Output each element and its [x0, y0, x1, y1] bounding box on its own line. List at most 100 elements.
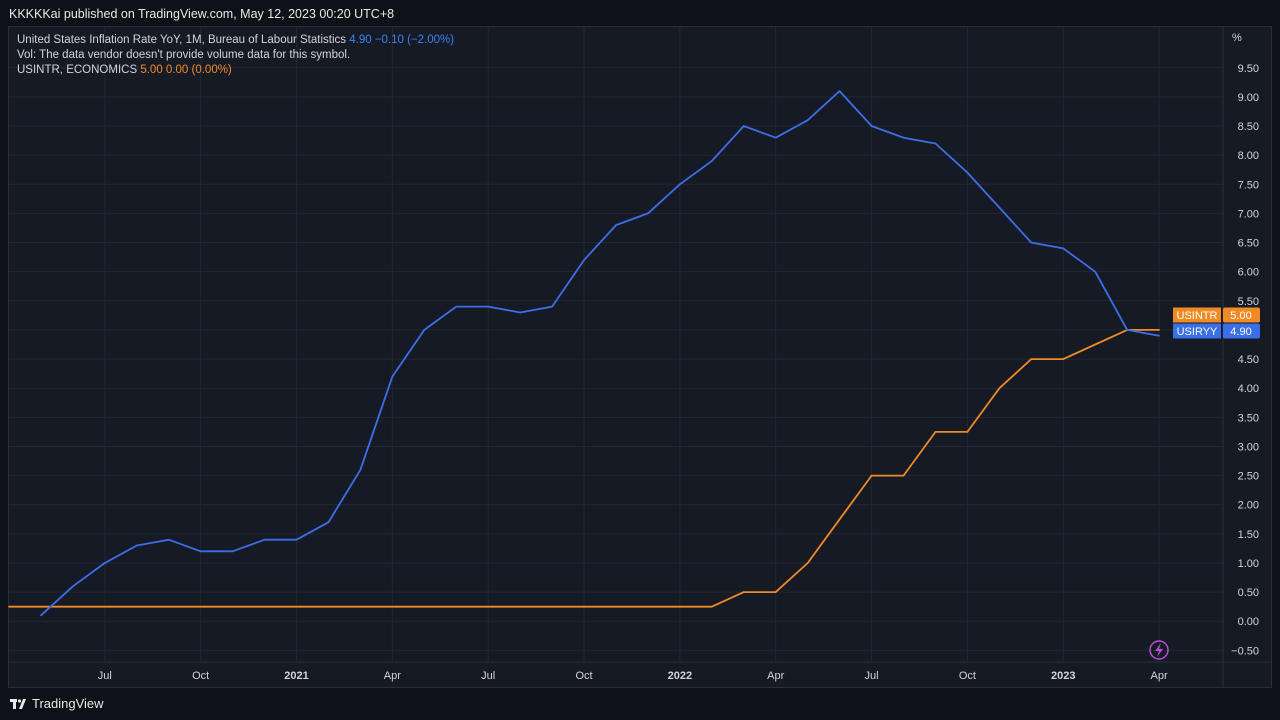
y-tick-label: 4.50: [1238, 354, 1259, 366]
data-point: [742, 591, 745, 593]
data-point: [1158, 334, 1160, 337]
data-point: [806, 562, 809, 564]
legend-inflation-name: United States Inflation Rate YoY, 1M, Bu…: [17, 34, 347, 46]
x-tick-label: Apr: [1151, 670, 1168, 682]
series-line-usiryy: [40, 90, 1160, 617]
data-point: [870, 474, 873, 477]
data-point: [519, 311, 521, 314]
published-info: KKKKKai published on TradingView.com, Ma…: [9, 7, 395, 21]
data-point: [423, 329, 426, 331]
data-point: [1030, 358, 1033, 360]
legend-interest-value: 5.00: [140, 64, 163, 76]
price-badges: USINTR 5.00 USIRYY 4.90: [1173, 307, 1260, 339]
y-tick-label: 3.00: [1238, 441, 1259, 453]
data-point: [455, 305, 458, 308]
y-tick-label: 0.50: [1238, 587, 1259, 599]
data-point: [711, 605, 713, 608]
x-tick-label: Oct: [192, 670, 209, 682]
data-point: [838, 518, 841, 521]
legend-volume-note: Vol: The data vendor doesn't provide vol…: [17, 49, 351, 61]
badge-value-bg: [1223, 323, 1260, 339]
data-point: [359, 468, 362, 471]
y-tick-label: 1.00: [1238, 558, 1259, 570]
badge-series-value: 4.90: [1230, 326, 1251, 338]
data-point: [167, 538, 170, 541]
brand-name: TradingView: [32, 696, 104, 711]
data-point: [711, 160, 713, 162]
y-tick-label: 2.50: [1238, 471, 1259, 483]
data-point: [966, 171, 969, 174]
y-tick-label: 4.00: [1238, 383, 1259, 395]
y-tick-label: 7.00: [1238, 208, 1259, 220]
legend-interest-name: USINTR, ECONOMICS: [17, 64, 138, 76]
badge-name-bg: [1173, 307, 1221, 323]
data-point: [774, 591, 777, 593]
data-point: [742, 125, 745, 127]
footer-bar: TradingView: [0, 688, 1280, 720]
series-line-usintr: [9, 329, 1160, 608]
y-tick-label: 3.50: [1238, 412, 1259, 424]
x-tick-label: Jul: [865, 670, 879, 682]
data-point: [1094, 270, 1097, 273]
x-tick-label: Oct: [959, 670, 976, 682]
data-point: [231, 550, 234, 553]
y-tick-label: 2.00: [1238, 500, 1259, 512]
legend-row-interest[interactable]: USINTR, ECONOMICS 5.00 0.00 (0.00%): [17, 63, 454, 78]
badge-series-name: USIRYY: [1177, 326, 1218, 338]
y-tick-label: 1.50: [1238, 529, 1259, 541]
x-tick-label: Oct: [575, 670, 592, 682]
x-tick-label: 2022: [668, 670, 692, 682]
data-point: [1094, 343, 1097, 346]
tradingview-logo-icon: [10, 698, 26, 709]
data-point: [1062, 358, 1065, 360]
data-point: [998, 206, 1001, 209]
data-point: [391, 375, 394, 378]
y-tick-label: 6.50: [1238, 238, 1259, 250]
x-tick-label: Apr: [767, 670, 784, 682]
y-tick-label: 0.00: [1238, 616, 1259, 628]
data-point: [135, 544, 138, 547]
data-point: [295, 538, 298, 541]
y-tick-label: 6.00: [1238, 267, 1259, 279]
x-tick-label: Apr: [384, 670, 401, 682]
y-axis-unit: %: [1232, 32, 1242, 44]
data-point: [40, 614, 42, 617]
data-point: [487, 305, 490, 308]
data-point: [966, 431, 969, 433]
data-point: [838, 90, 841, 92]
data-point: [647, 212, 649, 215]
data-point: [263, 538, 266, 541]
data-point: [199, 550, 202, 553]
lightning-icon[interactable]: [1149, 640, 1169, 660]
data-point: [72, 585, 74, 588]
data-point: [1158, 329, 1160, 331]
x-tick-label: 2023: [1051, 670, 1075, 682]
data-point: [104, 562, 106, 564]
x-tick-label: 2021: [284, 670, 308, 682]
y-tick-label: 9.50: [1238, 63, 1259, 75]
price-badge-usintr[interactable]: USINTR 5.00: [1173, 307, 1260, 323]
legend-row-volume: Vol: The data vendor doesn't provide vol…: [17, 48, 454, 63]
data-point: [8, 605, 10, 608]
chart-panel[interactable]: [8, 26, 1272, 688]
data-point: [934, 431, 937, 433]
tradingview-brand[interactable]: TradingView: [10, 696, 104, 711]
data-point: [551, 305, 553, 308]
data-point: [902, 474, 905, 477]
y-tick-label: 7.50: [1238, 179, 1259, 191]
chart-grid: [9, 27, 1223, 662]
badge-series-name: USINTR: [1177, 310, 1218, 322]
legend-inflation-value: 4.90: [349, 34, 372, 46]
price-badge-usiryy[interactable]: USIRYY 4.90: [1173, 323, 1260, 339]
y-tick-label: 5.50: [1238, 296, 1259, 308]
legend-row-inflation[interactable]: United States Inflation Rate YoY, 1M, Bu…: [17, 33, 454, 48]
data-point: [934, 142, 937, 145]
data-point: [327, 521, 330, 523]
x-axis-ticks: Jul Oct 2021 Apr Jul Oct 2022 Apr Jul Oct 2023 Apr: [98, 670, 1168, 682]
y-tick-label: 8.00: [1238, 150, 1259, 162]
data-point: [1062, 247, 1065, 250]
data-point: [615, 224, 617, 226]
y-tick-label: 8.50: [1238, 121, 1259, 133]
x-tick-label: Jul: [98, 670, 112, 682]
